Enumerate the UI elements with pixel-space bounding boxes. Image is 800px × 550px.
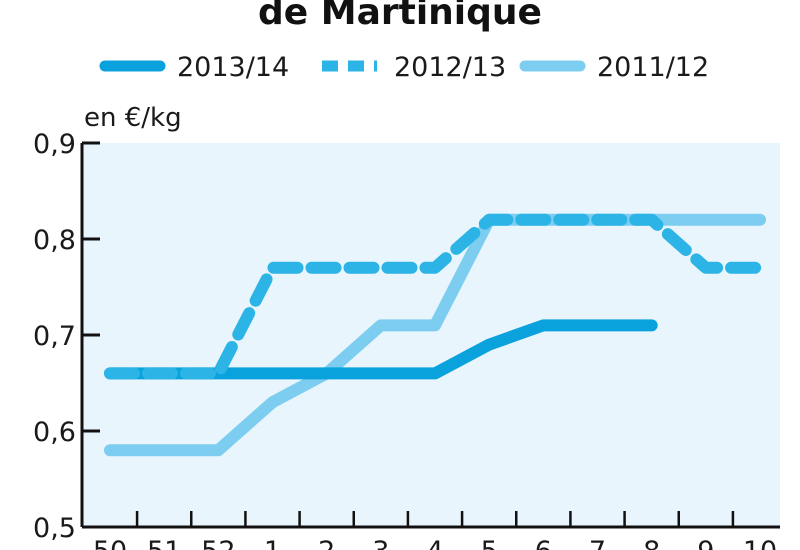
x-tick-label: 2 xyxy=(318,536,335,550)
x-tick-label: 6 xyxy=(535,536,552,550)
x-tick-label: 5 xyxy=(481,536,498,550)
x-tick-label: 10 xyxy=(743,536,777,550)
axes xyxy=(80,141,780,529)
x-tick-label: 3 xyxy=(372,536,389,550)
legend: 2013/14 2012/13 2011/12 xyxy=(99,52,709,83)
x-tick-label: 52 xyxy=(201,536,235,550)
series-layer xyxy=(104,213,766,457)
y-tick-labels: 0,9 0,8 0,7 0,6 0,5 xyxy=(33,129,76,544)
x-tick-label: 9 xyxy=(697,536,714,550)
x-tick-label: 51 xyxy=(147,536,181,550)
legend-label: 2012/13 xyxy=(394,52,506,83)
y-tick-label: 0,9 xyxy=(33,129,76,160)
x-tick-labels: 50 51 52 1 2 3 4 5 6 7 8 9 10 xyxy=(93,536,777,550)
x-tick-label: 8 xyxy=(643,536,660,550)
chart-title: de Martinique xyxy=(258,0,542,33)
plot-area xyxy=(82,143,780,527)
legend-label: 2011/12 xyxy=(597,52,709,83)
y-axis-label: en €/kg xyxy=(84,103,182,133)
legend-label: 2013/14 xyxy=(177,52,289,83)
y-tick-label: 0,5 xyxy=(33,513,76,544)
x-tick-label: 4 xyxy=(426,536,443,550)
x-tick-label: 50 xyxy=(93,536,127,550)
y-tick-label: 0,6 xyxy=(33,417,76,448)
x-tick-label: 7 xyxy=(589,536,606,550)
x-tick-label: 1 xyxy=(264,536,281,550)
y-tick-label: 0,8 xyxy=(33,225,76,256)
y-tick-label: 0,7 xyxy=(33,321,76,352)
